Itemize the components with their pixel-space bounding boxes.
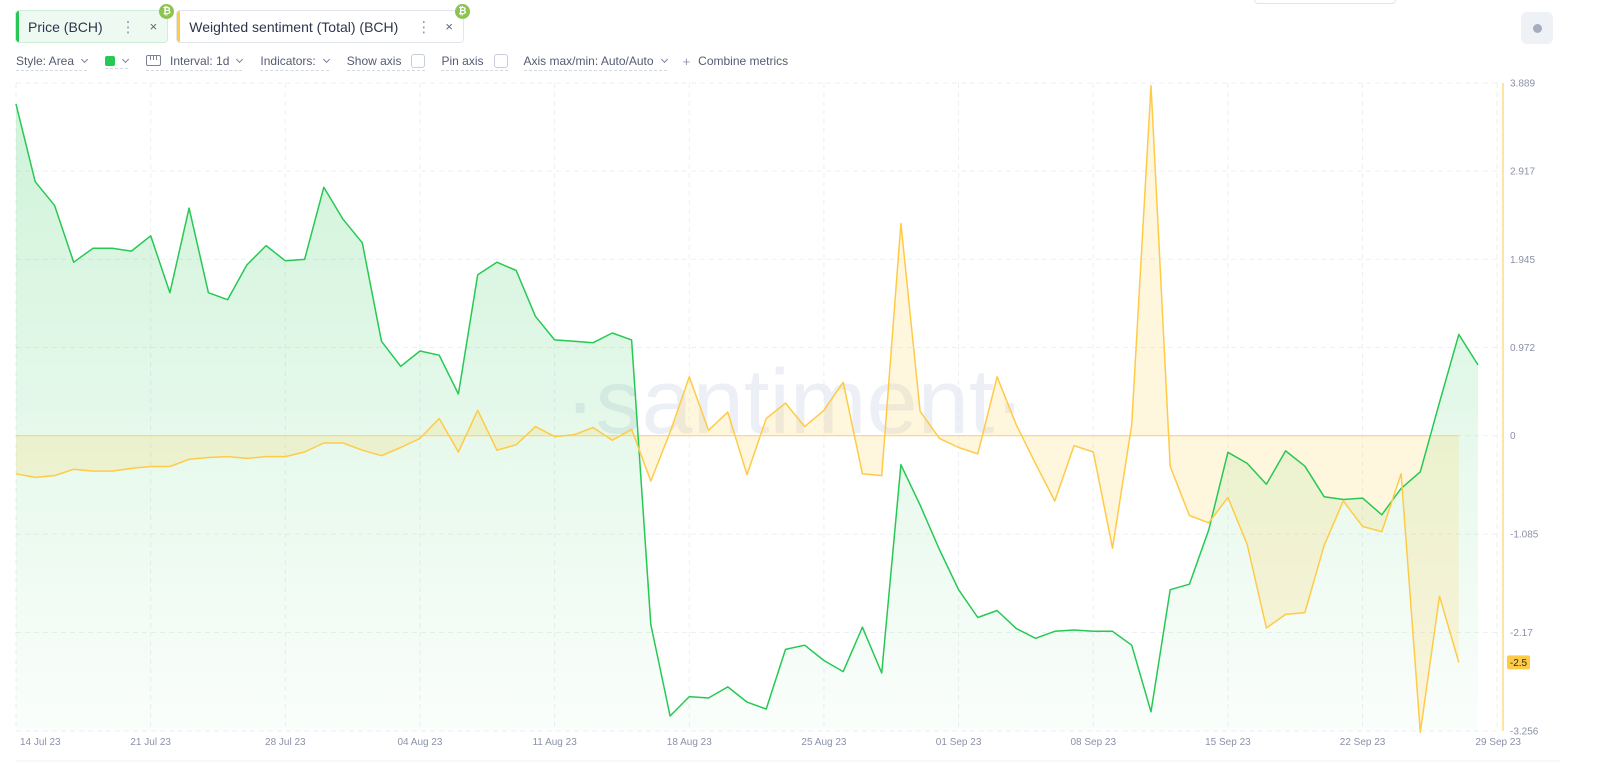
combine-metrics-label: Combine metrics [698, 54, 789, 68]
tab-label: Weighted sentiment (Total) (BCH) [189, 18, 399, 35]
color-swatch-icon [105, 55, 116, 66]
style-dropdown[interactable]: Style: Area [16, 53, 89, 71]
y-tick-label: -2.17 [1510, 628, 1533, 639]
more-options-icon[interactable]: ⋮ [120, 18, 136, 36]
indicators-label: Indicators: [260, 53, 316, 68]
y-tick-label: 2.917 [1510, 167, 1535, 178]
tab-color-bar [177, 11, 181, 42]
combine-metrics-button[interactable]: + Combine metrics [683, 54, 789, 71]
x-tick-label: 15 Sep 23 [1205, 737, 1251, 748]
x-tick-label: 01 Sep 23 [936, 737, 982, 748]
chart-toolbar: Style: Area Interval: 1d Indicators: Sho… [16, 53, 788, 71]
chart-lines [15, 84, 1479, 734]
x-tick-label: 04 Aug 23 [397, 737, 442, 748]
axis-minmax-dropdown[interactable]: Axis max/min: Auto/Auto [523, 53, 668, 71]
show-axis-label: Show axis [346, 53, 402, 68]
tab-weighted-sentiment-bch[interactable]: Weighted sentiment (Total) (BCH) ⋮ × ₿ [176, 4, 470, 43]
x-tick-label: 08 Sep 23 [1070, 737, 1116, 748]
x-tick-label: 18 Aug 23 [667, 737, 712, 748]
metric-tabs: Price (BCH) ⋮ × ₿ Weighted sentiment (To… [15, 4, 470, 43]
tab-label: Price (BCH) [28, 18, 103, 35]
close-icon[interactable]: × [445, 19, 453, 34]
bitcoin-cash-icon: ₿ [159, 4, 175, 19]
indicators-dropdown[interactable]: Indicators: [260, 53, 330, 71]
right-y-axis: 3.889 2.917 1.945 0.972 0 -1.085 -2.17 -3.256 -2… [1502, 79, 1539, 738]
last-value-label: -2.5 [1510, 658, 1528, 669]
pin-axis-toggle[interactable]: Pin axis [441, 53, 508, 71]
x-tick-label: 11 Aug 23 [532, 737, 577, 748]
axis-minmax-label: Axis max/min: Auto/Auto [523, 53, 654, 68]
y-tick-label: -1.085 [1510, 530, 1539, 541]
calendar-icon [146, 55, 162, 66]
tab-color-bar [16, 11, 19, 42]
color-picker[interactable] [105, 55, 130, 69]
close-icon[interactable]: × [149, 19, 158, 34]
y-tick-label: -3.256 [1510, 727, 1539, 738]
bitcoin-cash-icon: ₿ [454, 4, 470, 19]
x-axis: 14 Jul 23 21 Jul 23 28 Jul 23 04 Aug 23 11 A… [16, 737, 1560, 762]
pin-axis-label: Pin axis [441, 53, 484, 68]
y-tick-label: 1.945 [1510, 255, 1535, 266]
interval-label: Interval: 1d [170, 53, 230, 68]
last-value-badge [1507, 655, 1530, 670]
price-area [16, 104, 1478, 731]
chart-areas [16, 85, 1478, 733]
chart-settings-button[interactable] [1521, 12, 1553, 44]
x-tick-label: 14 Jul 23 [20, 737, 61, 748]
dot-icon [1532, 23, 1542, 33]
x-tick-label: 29 Sep 23 [1475, 737, 1521, 748]
x-tick-label: 25 Aug 23 [801, 737, 846, 748]
pin-axis-checkbox[interactable] [493, 53, 508, 68]
show-axis-checkbox[interactable] [411, 53, 426, 68]
plus-icon: + [682, 53, 691, 69]
x-tick-label: 28 Jul 23 [265, 737, 306, 748]
y-tick-label: 0.972 [1510, 343, 1535, 354]
y-tick-label: 0 [1510, 431, 1516, 442]
interval-dropdown[interactable]: Interval: 1d [146, 53, 244, 71]
show-axis-toggle[interactable]: Show axis [346, 53, 426, 71]
y-tick-label: 3.889 [1510, 79, 1535, 90]
x-tick-label: 21 Jul 23 [130, 737, 171, 748]
more-options-icon[interactable]: ⋮ [416, 18, 432, 36]
price-line [15, 103, 1479, 717]
x-tick-label: 22 Sep 23 [1340, 737, 1386, 748]
tab-price-bch[interactable]: Price (BCH) ⋮ × ₿ [15, 4, 175, 43]
sentiment-line [15, 84, 1460, 734]
style-label: Style: Area [16, 53, 75, 68]
